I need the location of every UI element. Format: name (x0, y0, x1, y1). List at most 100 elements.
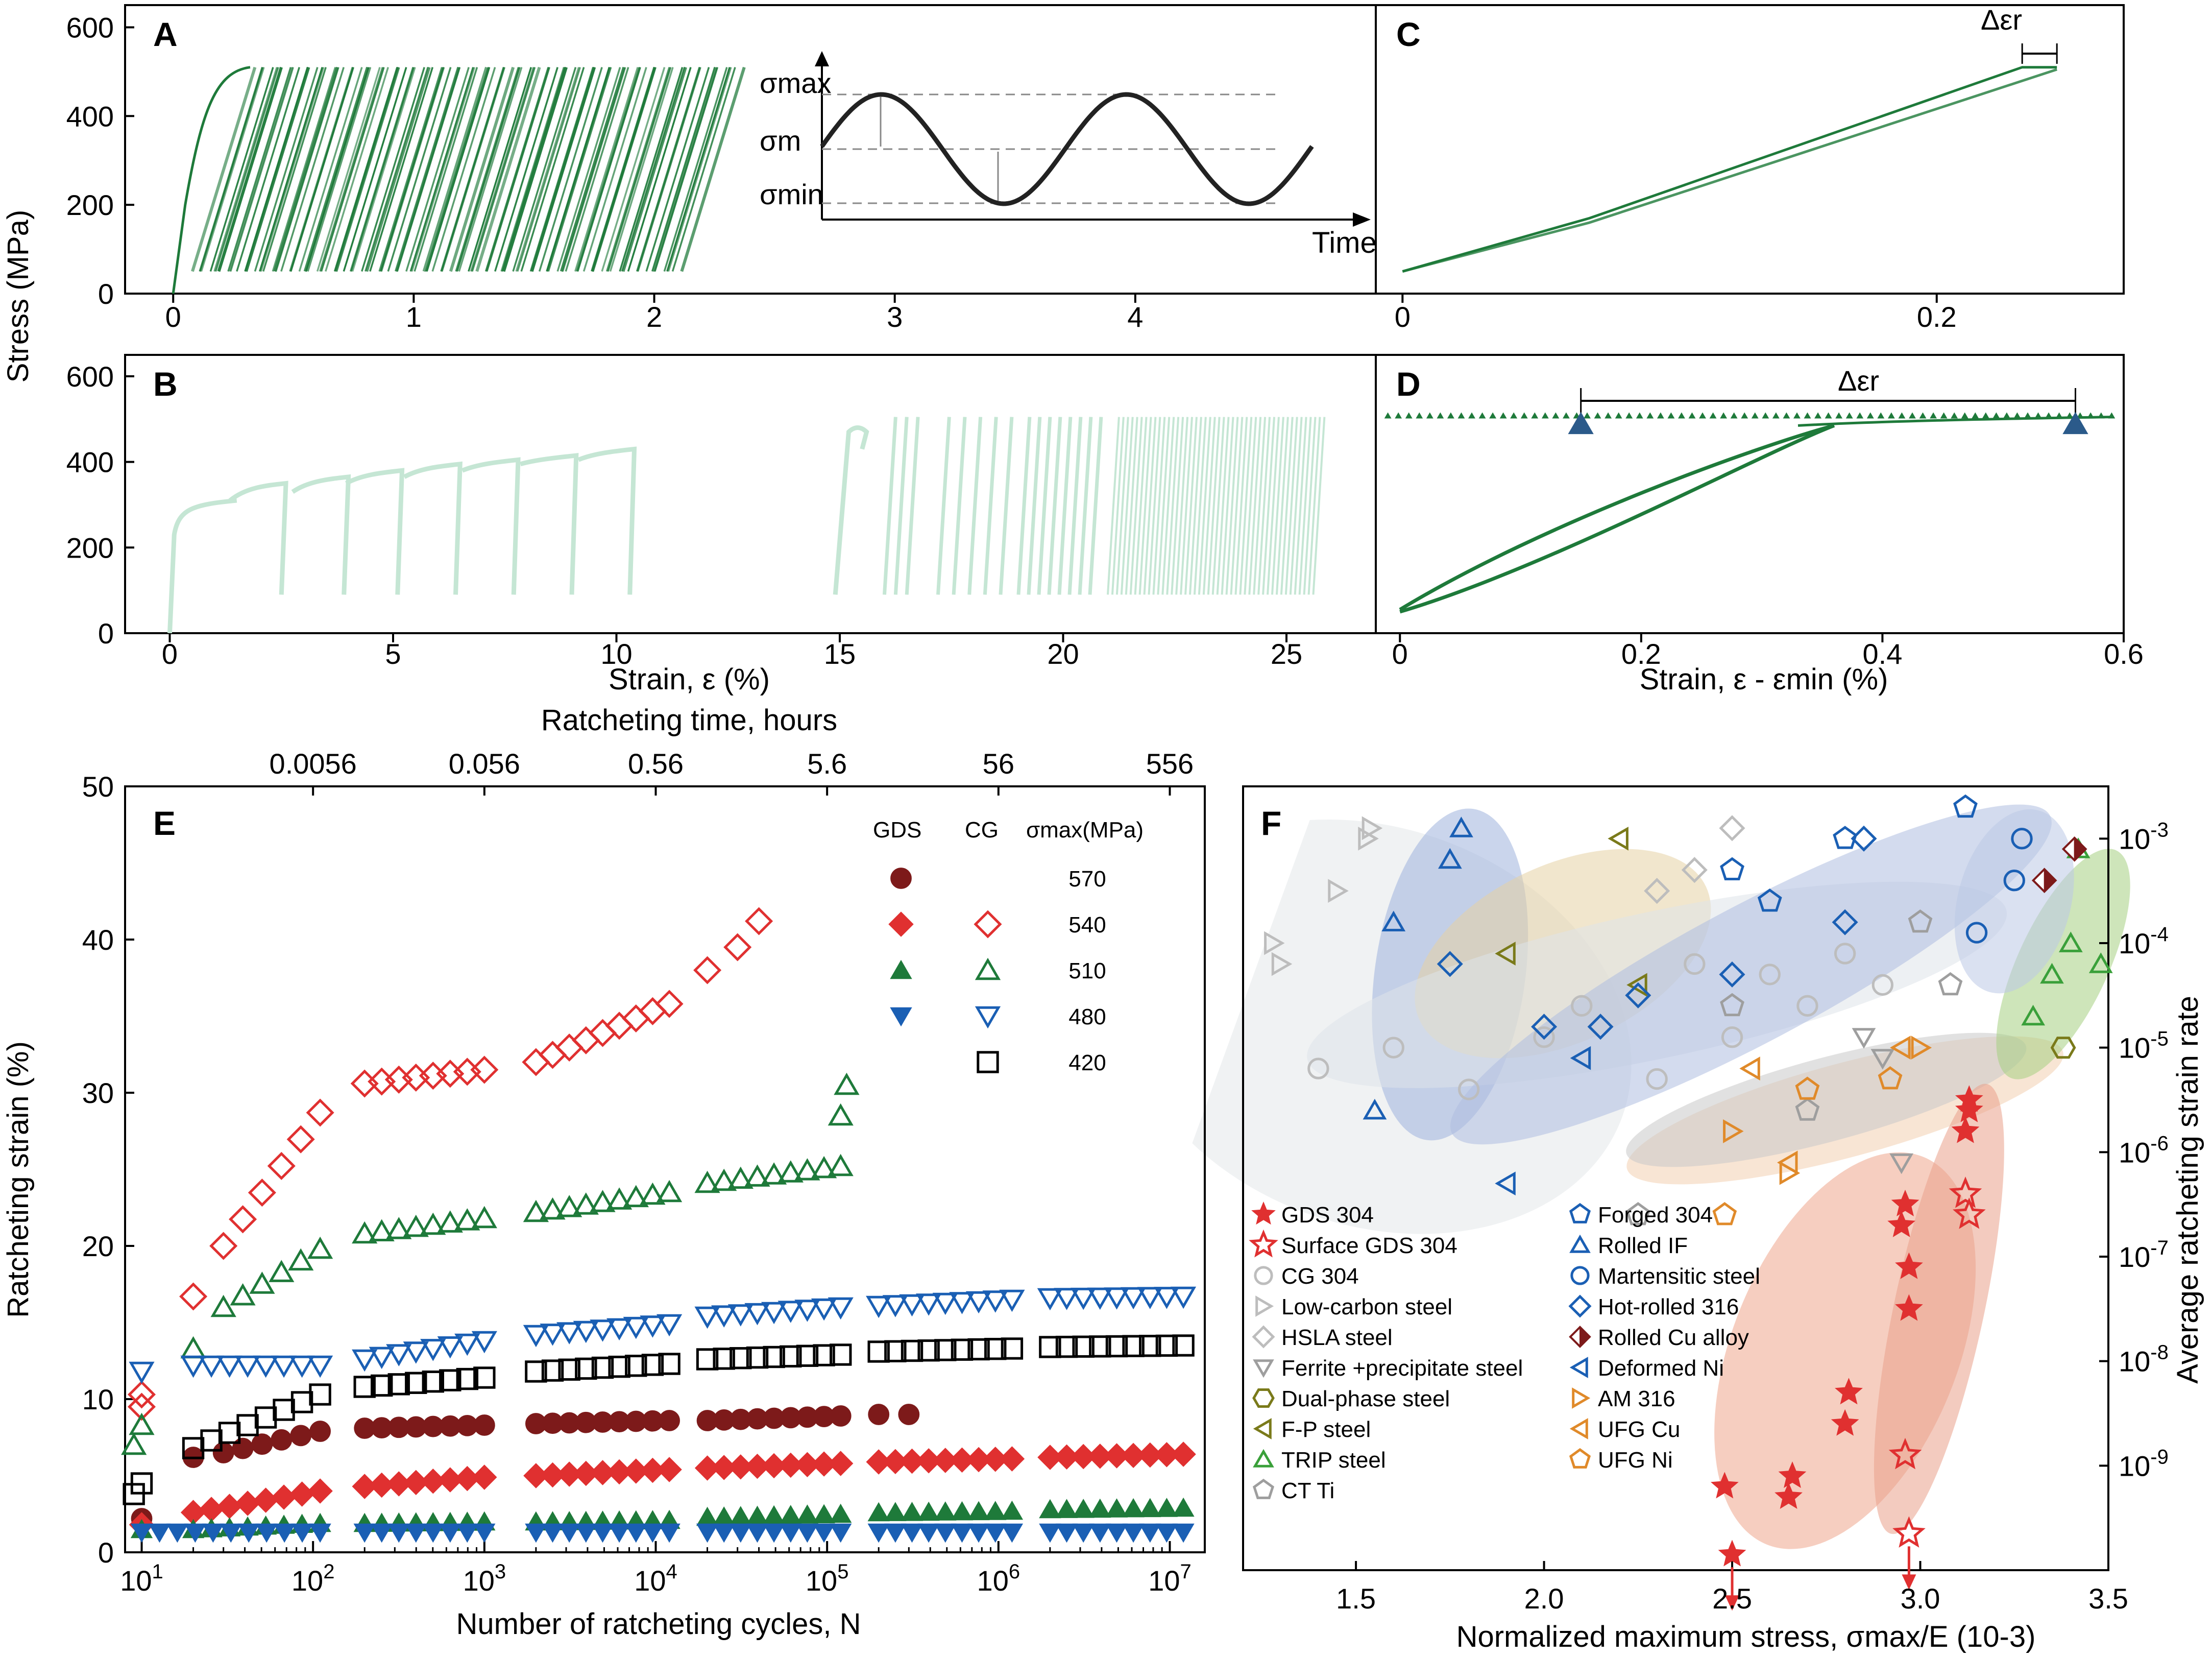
panel-e-point-cg-510 (777, 1160, 804, 1183)
panel-e-point-cg-540 (209, 1232, 238, 1260)
panel-e-point-cg-540 (538, 1041, 567, 1069)
panel-e-point-gds-540 (523, 1463, 549, 1488)
panel-e-legend-cg-marker (975, 1006, 1001, 1029)
panel-e-point-gds-540 (199, 1497, 224, 1522)
panel-b-cycle-line (1202, 417, 1216, 595)
panel-f-legend-label: CT Ti (1281, 1478, 1334, 1503)
panel-e-ytick-label: 40 (82, 924, 114, 956)
panel-e-top-tick-label: 0.0056 (270, 748, 357, 780)
panel-d-plateau-marker (1541, 412, 1549, 419)
panel-d-plateau-marker (1678, 412, 1685, 419)
panel-f-legend-marker (1569, 1418, 1588, 1439)
panel-d-start-marker (1568, 412, 1594, 435)
panel-e-point-cg-420 (575, 1357, 597, 1380)
panel-e-point-gds-540 (253, 1487, 279, 1513)
panel-d-plateau-marker (1646, 412, 1654, 419)
panel-f-point-ufg-cu (1739, 1056, 1760, 1081)
panel-b-cycle-line (1143, 417, 1157, 595)
panel-b-cycle-line (1120, 417, 1134, 595)
panel-d-plateau-marker (1709, 412, 1717, 419)
panel-e-point-gds-540 (1071, 1444, 1096, 1470)
panel-a-cycle-line (494, 67, 558, 272)
panel-f-shaded-region (1996, 849, 2130, 1079)
panel-d-plateau-marker (1395, 412, 1402, 419)
panel-c-xtick-label: 0 (1395, 301, 1411, 333)
panel-e-top-tick-label: 0.56 (628, 748, 684, 780)
panel-a-cycle-line (431, 67, 496, 272)
panel-e-xtick-label: 107 (1148, 1560, 1192, 1597)
panel-a-cycle-line (245, 66, 310, 272)
panel-e-point-gds-480 (237, 1523, 260, 1543)
panel-e-point-cg-540 (572, 1026, 600, 1054)
panel-f-point-deformed-ni (1570, 1046, 1591, 1070)
panel-f-point-hot-rolled-316 (1531, 1014, 1558, 1040)
panel-e-point-cg-420 (254, 1406, 277, 1429)
panel-e-point-cg-480 (471, 1331, 497, 1354)
panel-a-cycle-line (236, 67, 301, 272)
panel-e-point-cg-480 (916, 1293, 942, 1316)
panel-b-cycle-line (1271, 417, 1284, 595)
panel-e-point-cg-510 (606, 1187, 633, 1210)
panel-d-plateau-marker (1982, 412, 1989, 419)
panel-a-xtick-label: 3 (887, 301, 903, 333)
panel-f-point-gds-304 (1895, 1252, 1923, 1279)
panel-e-point-gds-480 (984, 1523, 1007, 1543)
panel-e-point-gds-510 (1039, 1499, 1061, 1519)
panel-a-cycle-line (654, 67, 718, 272)
panel-f-point-gds-304 (1718, 1540, 1746, 1567)
panel-e-point-cg-480 (386, 1344, 412, 1366)
panel-e-xtick-label: 104 (634, 1560, 677, 1597)
panel-a-cycle-line (666, 67, 731, 272)
panel-e-legend-gds-marker (890, 1007, 912, 1027)
panel-e-point-cg-480 (216, 1355, 242, 1378)
panel-f-legend-marker (1569, 1448, 1591, 1469)
panel-b-cycle-line (1037, 417, 1052, 595)
panel-a-cycle-line (280, 67, 345, 272)
panel-d-plateau-marker (1510, 412, 1518, 419)
panel-e-point-cg-510 (386, 1217, 412, 1239)
panel-d-plateau-marker (1489, 412, 1497, 419)
panel-f-legend-marker (1569, 1203, 1591, 1223)
panel-e-legend-value: 510 (1068, 958, 1106, 983)
panel-e-point-cg-480 (420, 1339, 446, 1361)
panel-a-cycle-line (273, 66, 339, 272)
panel-e-point-gds-480 (658, 1523, 680, 1543)
panel-f-legend-marker (1251, 1202, 1276, 1225)
panel-d-plateau-marker (2024, 412, 2031, 419)
panel-e-point-cg-420 (608, 1355, 630, 1378)
panel-e-point-cg-510 (249, 1271, 275, 1294)
panel-e-point-cg-510 (230, 1283, 256, 1306)
panel-a-cycle-line (364, 67, 429, 272)
panel-e-point-gds-540 (999, 1446, 1025, 1472)
panel-e-point-cg-480 (777, 1301, 804, 1323)
panel-f-ytick-label: 10-9 (2119, 1446, 2169, 1482)
panel-f-point-gds-304 (1775, 1482, 1803, 1509)
panel-f-point-ufg-cu (1890, 1036, 1911, 1060)
panel-d-plateau-marker (1751, 412, 1759, 419)
panel-e-point-cg-420 (1172, 1334, 1195, 1357)
panel-e-point-cg-420 (558, 1358, 580, 1381)
panel-e-point-cg-510 (556, 1195, 582, 1217)
inset-x-arrow (1353, 212, 1371, 227)
panel-a-xtick-label: 0 (165, 301, 181, 333)
panel-b-ytick-label: 600 (66, 361, 114, 393)
panel-e-ytick-label: 30 (82, 1077, 114, 1109)
panel-f-point-gds-304 (1831, 1409, 1859, 1436)
panel-e-point-cg-480 (882, 1295, 908, 1317)
panel-e-legend-cg-marker (974, 910, 1002, 939)
panel-d-plateau-marker (1594, 412, 1601, 419)
panel-f-bound-arrowhead (1902, 1574, 1916, 1590)
panel-f-xtick-label: 1.5 (1336, 1582, 1376, 1615)
cycles-axis-label: Number of ratcheting cycles, N (456, 1607, 861, 1641)
panel-f-legend-label: Hot-rolled 316 (1598, 1294, 1739, 1319)
panel-f-legend-marker (1568, 1294, 1592, 1318)
panel-b-cycle-line (1078, 417, 1093, 595)
panel-d-xtick-label: 0.2 (1621, 638, 1661, 670)
panel-b-cycle-line (1216, 417, 1230, 595)
panel-e-point-cg-480 (289, 1355, 315, 1378)
panel-d-plateau-marker (1605, 412, 1612, 419)
panel-e-point-cg-480 (623, 1316, 649, 1339)
panel-b-cycle-line (1161, 417, 1175, 595)
panel-d-plateau-marker (2076, 412, 2084, 419)
panel-e-point-cg-540 (522, 1048, 550, 1076)
